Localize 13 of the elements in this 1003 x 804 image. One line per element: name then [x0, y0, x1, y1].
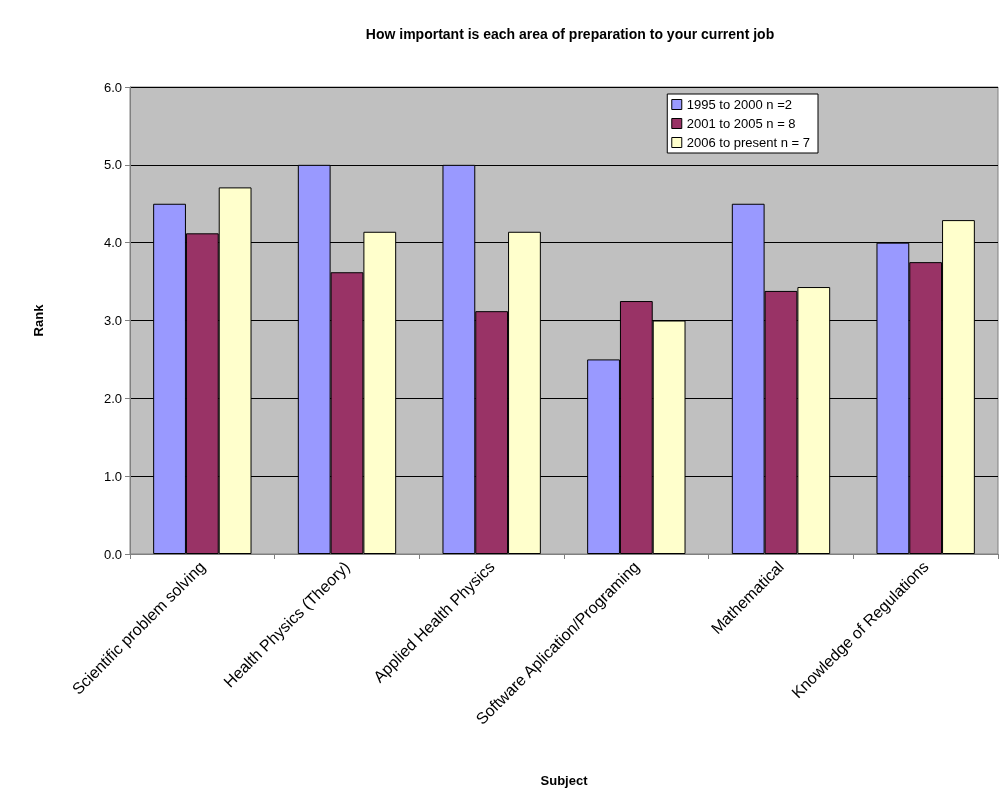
chart-title: How important is each area of preparation to your current job — [365, 26, 775, 42]
y-tick-label: 2.0 — [103, 390, 122, 406]
x-axis-title: Subject — [540, 773, 589, 788]
y-tick-label: 1.0 — [103, 468, 122, 484]
y-tick-label: 5.0 — [103, 157, 122, 173]
legend-label: 2001 to 2005 n = 8 — [686, 116, 796, 131]
y-tick-label: 0.0 — [103, 546, 122, 562]
legend-label: 2006 to present n = 7 — [686, 135, 810, 150]
legend-label: 1995 to 2000 n =2 — [686, 97, 792, 112]
y-tick-label: 6.0 — [103, 79, 122, 95]
y-tick-label: 4.0 — [103, 235, 122, 251]
y-tick-label: 3.0 — [103, 313, 122, 328]
y-axis-title: Rank — [31, 303, 46, 337]
